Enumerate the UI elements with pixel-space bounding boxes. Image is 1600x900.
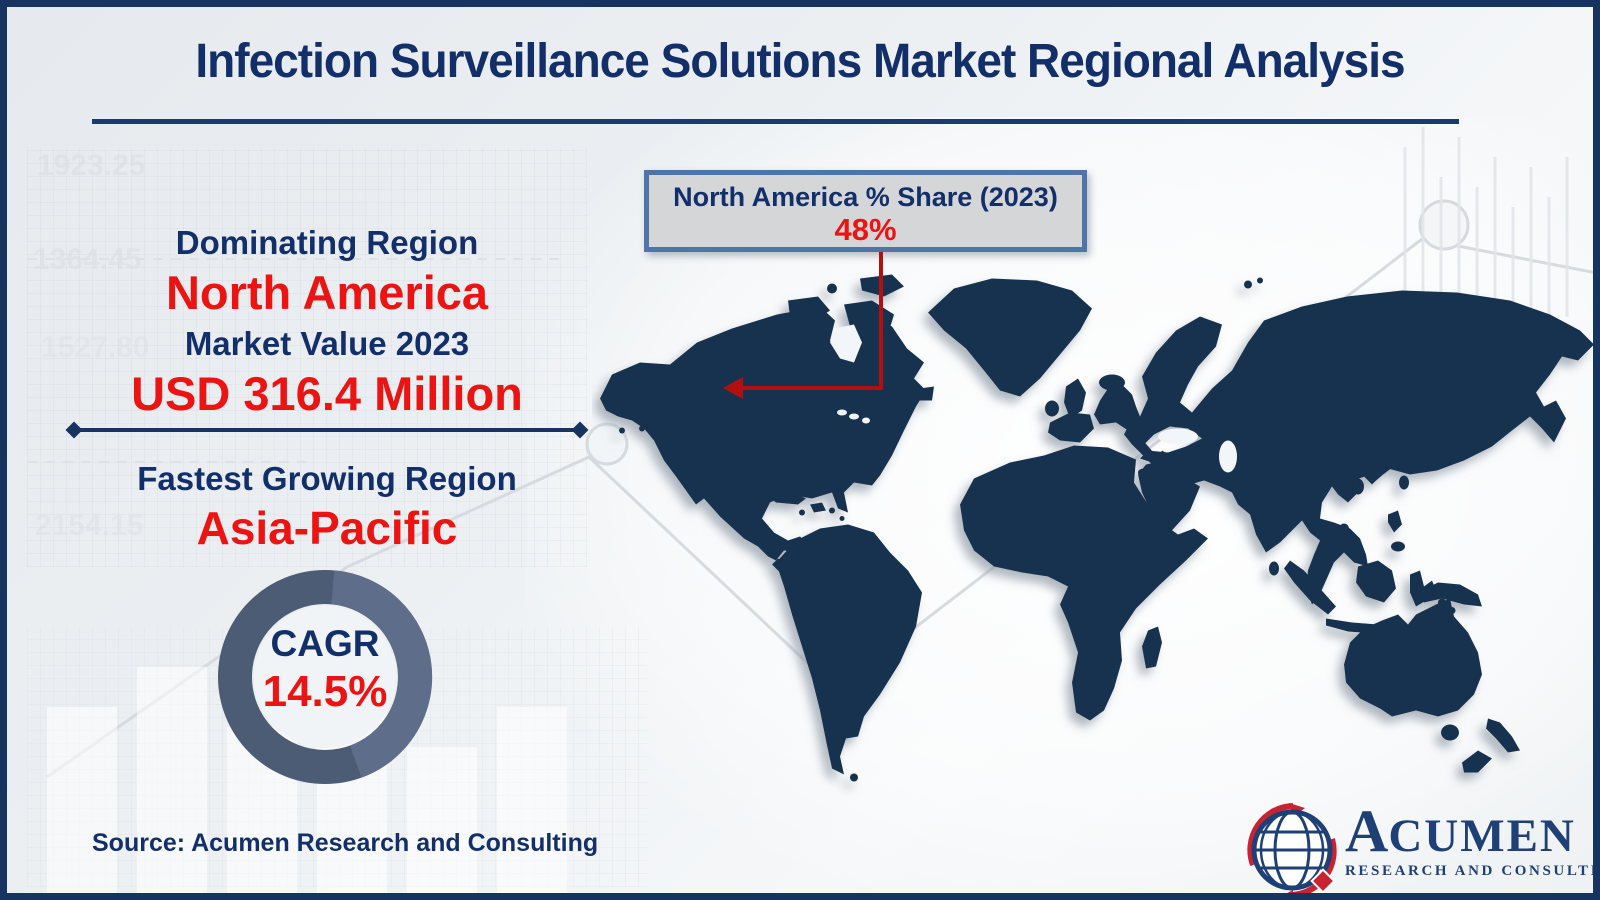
map-africa xyxy=(960,445,1208,721)
world-map xyxy=(600,274,1593,782)
watermark-bars xyxy=(47,667,567,893)
map-mindanao xyxy=(1391,541,1405,552)
market-value: USD 316.4 Million xyxy=(131,366,523,420)
dominating-region-block: Dominating Region North America Market V… xyxy=(65,223,589,422)
background-grid-patch xyxy=(27,147,587,567)
map-island xyxy=(850,773,858,782)
map-island xyxy=(829,507,835,514)
fastest-growing-label: Fastest Growing Region xyxy=(137,460,517,497)
map-newfoundland xyxy=(919,386,934,401)
map-japan xyxy=(1364,448,1412,485)
watermark-trend-line xyxy=(46,199,1593,779)
map-inland-water xyxy=(830,324,1237,473)
map-north-america xyxy=(600,306,926,561)
map-japan xyxy=(1408,432,1426,451)
map-sakhalin xyxy=(1424,386,1438,433)
donut-hole xyxy=(254,606,396,748)
watermark-number: 1923.25 xyxy=(37,149,145,182)
map-hispaniola xyxy=(810,502,826,513)
map-south-america xyxy=(776,524,922,775)
fastest-growing-block: Fastest Growing Region Asia-Pacific xyxy=(65,459,589,556)
source-attribution: Source: Acumen Research and Consulting xyxy=(92,829,599,857)
watermark-number: 1527.80 xyxy=(41,331,149,364)
map-island xyxy=(811,486,817,491)
watermark-number: 2154.15 xyxy=(35,509,143,542)
map-island xyxy=(619,427,625,434)
market-value-label: Market Value 2023 xyxy=(184,324,470,362)
logo-wordmark: ACUMEN xyxy=(1345,798,1593,864)
logo-initial: A xyxy=(1345,798,1389,864)
map-arctic-islands xyxy=(788,296,830,323)
map-island xyxy=(765,321,775,332)
map-philippines xyxy=(1388,510,1402,533)
map-ireland xyxy=(1045,400,1059,417)
acumen-logo: ACUMEN RESEARCH AND CONSULTING xyxy=(1237,795,1593,893)
map-island xyxy=(1257,277,1263,284)
map-eurasia xyxy=(1094,290,1593,605)
donut-segment-accent xyxy=(330,570,433,778)
map-japan xyxy=(1352,478,1364,495)
map-australia xyxy=(1344,598,1482,717)
map-sulawesi xyxy=(1410,570,1436,607)
donut-ring xyxy=(218,570,433,784)
background-watermark-chart: 1923.25 1364.45 1527.80 2154.15 xyxy=(27,127,1593,893)
map-island xyxy=(839,516,845,521)
map-taiwan xyxy=(1399,475,1409,490)
map-sumatra xyxy=(1284,560,1336,615)
map-new-guinea xyxy=(1418,582,1482,607)
map-italy xyxy=(1124,426,1160,469)
logo-subtitle: RESEARCH AND CONSULTING xyxy=(1345,863,1600,879)
map-madagascar xyxy=(1142,626,1162,669)
map-island xyxy=(1244,280,1252,289)
title-underline xyxy=(92,119,1459,124)
divider-line xyxy=(73,428,581,432)
dominating-region-value: North America xyxy=(165,265,489,319)
map-hainan xyxy=(1339,523,1349,534)
map-island xyxy=(803,482,809,487)
cagr-donut-chart xyxy=(205,557,445,797)
map-island xyxy=(843,525,849,530)
cagr-value: 14.5% xyxy=(262,667,388,716)
fastest-growing-value: Asia-Pacific xyxy=(196,501,458,554)
map-uk xyxy=(1064,378,1086,419)
map-new-zealand xyxy=(1486,718,1520,753)
map-sri-lanka xyxy=(1269,561,1279,576)
map-island xyxy=(827,283,837,294)
map-island xyxy=(639,425,645,432)
callout-label: North America % Share (2023) xyxy=(673,182,1058,212)
callout-connector-horizontal xyxy=(743,386,883,390)
callout-connector-vertical xyxy=(879,252,883,389)
map-cuba xyxy=(768,492,806,505)
callout-value: 48% xyxy=(834,212,897,247)
logo-rest: CUMEN xyxy=(1388,810,1576,862)
map-new-zealand xyxy=(1462,750,1492,773)
map-iberia xyxy=(1048,412,1094,443)
map-tasmania xyxy=(1441,724,1459,741)
callout-connector-arrowhead-icon xyxy=(723,377,743,399)
globe-icon xyxy=(1247,803,1337,893)
map-borneo xyxy=(1356,560,1396,603)
cagr-label: CAGR xyxy=(270,623,380,664)
page-title: Infection Surveillance Solutions Market … xyxy=(195,32,1405,88)
dominating-region-label: Dominating Region xyxy=(175,224,479,261)
map-greenland xyxy=(928,278,1092,397)
north-america-share-callout: North America % Share (2023) 48% xyxy=(644,170,1087,252)
map-island xyxy=(799,509,805,516)
